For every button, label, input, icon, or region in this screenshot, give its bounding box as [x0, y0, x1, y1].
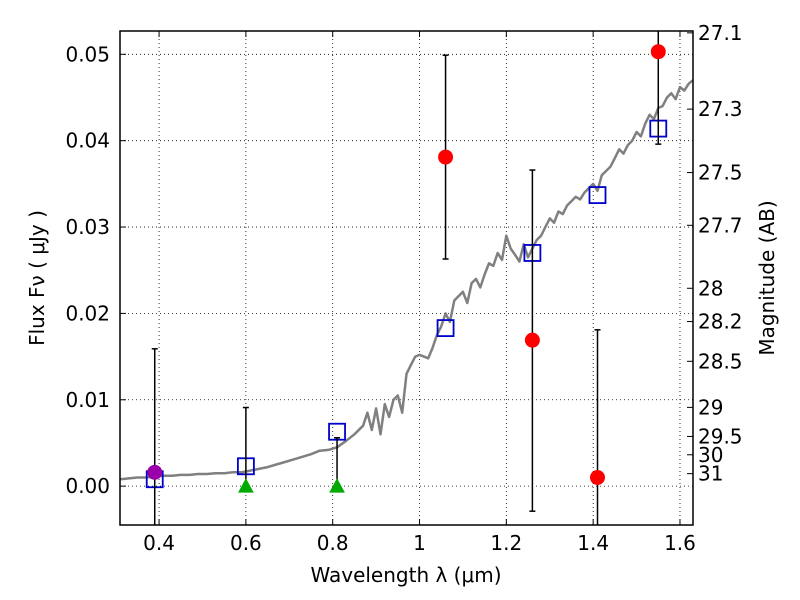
y-tick-label: 0.01 [65, 388, 110, 412]
photometry-point [524, 332, 540, 348]
y-tick-label: 0.05 [65, 42, 110, 66]
y2-tick-label: 29 [698, 395, 723, 419]
x-tick-label: 0.8 [317, 531, 349, 555]
y-tick-label: 0.04 [65, 129, 110, 153]
x-tick-label: 0.4 [143, 531, 175, 555]
y2-tick-label: 27.5 [698, 161, 743, 185]
model-photometry-square [436, 319, 455, 337]
y-tick-label: 0.03 [65, 215, 110, 239]
photometry-point [590, 470, 605, 485]
x-axis-label: Wavelength λ (μm) [310, 563, 501, 587]
photometry-point [438, 149, 454, 165]
x-tick-label: 0.6 [230, 531, 262, 555]
plot-frame [119, 30, 694, 526]
y2-axis-label: Magnitude (AB) [755, 200, 779, 355]
grid-lines [120, 31, 693, 525]
y2-tick-label: 28.2 [698, 310, 743, 334]
y2-tick-label: 27.1 [698, 21, 743, 45]
y-tick-label: 0.02 [65, 301, 110, 325]
y-axis-label: Flux Fν ( μJy ) [25, 210, 49, 346]
y2-tick-label: 27.7 [698, 213, 743, 237]
spectrum-line [119, 79, 694, 481]
upper-limit-triangle [329, 478, 345, 493]
x-tick-label: 1.4 [577, 531, 609, 555]
y2-tick-label: 31 [698, 462, 723, 486]
x-tick-label: 1.2 [490, 531, 522, 555]
photometry-point [147, 464, 163, 480]
model-photometry-square [588, 186, 607, 204]
photometry-point [650, 44, 666, 60]
y2-tick-label: 27.3 [698, 97, 743, 121]
x-tick-label: 1.6 [664, 531, 696, 555]
upper-limit-triangle [238, 478, 254, 493]
axis-ticks: 0.4 0.6 0.8 1 1.2 1.4 1.6 0.00 0.01 0.02 0.03 0.04 0… [65, 21, 742, 555]
y2-tick-label: 28.5 [698, 349, 743, 373]
series-layer [119, 31, 694, 525]
y2-tick-label: 28 [698, 276, 723, 300]
y2-tick-label: 30 [698, 443, 723, 467]
x-tick-label: 1 [413, 531, 426, 555]
y-tick-label: 0.00 [65, 474, 110, 498]
y2-tick-label: 29.5 [698, 424, 743, 448]
